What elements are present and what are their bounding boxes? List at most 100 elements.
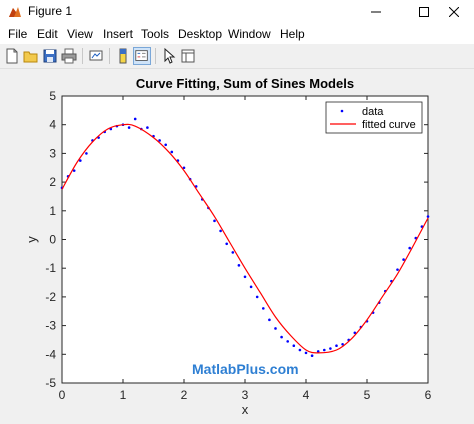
property-inspector-icon[interactable] <box>179 47 197 65</box>
data-point <box>72 169 76 172</box>
toolbar-separator <box>82 48 83 64</box>
y-tick-label: 4 <box>49 118 56 132</box>
new-figure-icon[interactable] <box>3 47 21 65</box>
window-title: Figure 1 <box>28 4 73 18</box>
data-point <box>329 347 332 350</box>
data-point <box>158 139 161 142</box>
data-point <box>213 219 216 223</box>
data-point <box>341 342 344 346</box>
open-file-icon[interactable] <box>22 47 40 65</box>
data-point <box>255 295 259 299</box>
legend-entry-fitted-curve: fitted curve <box>362 119 416 131</box>
legend[interactable]: data fitted curve <box>325 101 423 134</box>
menu-edit[interactable]: Edit <box>37 27 58 41</box>
y-tick-label: -4 <box>45 347 56 361</box>
data-point <box>79 159 82 162</box>
y-tick-label: 3 <box>49 146 56 160</box>
data-point <box>396 268 399 271</box>
data-point <box>219 229 222 233</box>
data-point <box>323 348 326 352</box>
toolbar-separator <box>109 48 110 64</box>
print-icon[interactable] <box>60 47 78 65</box>
menu-bar: File Edit View Insert Tools Desktop Wind… <box>0 24 474 44</box>
data-point <box>133 117 137 121</box>
data-point <box>225 242 228 246</box>
data-point <box>262 307 265 310</box>
data-point <box>310 354 314 358</box>
menu-view[interactable]: View <box>67 27 93 41</box>
y-tick-label: -5 <box>45 376 56 390</box>
plot-svg: Curve Fitting, Sum of Sines Models 0 1 2 3 4… <box>24 76 432 417</box>
menu-desktop[interactable]: Desktop <box>178 27 223 41</box>
minimize-button[interactable] <box>356 0 396 24</box>
legend-box <box>325 101 423 134</box>
data-series <box>60 117 430 358</box>
x-tick-label: 0 <box>59 388 66 402</box>
data-point <box>286 340 290 343</box>
link-plot-icon[interactable] <box>87 47 105 65</box>
insert-colorbar-icon[interactable] <box>114 47 132 65</box>
data-point <box>170 150 174 154</box>
menu-window[interactable]: Window <box>228 27 271 41</box>
insert-legend-icon[interactable] <box>133 47 151 65</box>
data-point <box>85 152 88 155</box>
data-point <box>292 344 296 347</box>
data-point <box>353 331 357 335</box>
menu-help[interactable]: Help <box>280 27 305 41</box>
data-point <box>426 215 430 218</box>
data-point <box>268 318 271 322</box>
figure-toolbar <box>0 44 474 69</box>
data-point <box>316 350 320 353</box>
watermark-text: MatlabPlus.com <box>192 361 299 377</box>
data-point <box>243 275 247 279</box>
data-point <box>146 126 149 129</box>
data-point <box>402 258 405 261</box>
menu-file[interactable]: File <box>8 27 28 41</box>
minimize-icon <box>371 11 381 13</box>
data-point <box>280 335 283 339</box>
data-point <box>304 351 308 355</box>
axes-box <box>61 95 429 384</box>
toolbar-separator <box>155 48 156 64</box>
menu-insert[interactable]: Insert <box>103 27 134 41</box>
data-point <box>408 246 412 250</box>
x-axis: 0 1 2 3 4 5 6 <box>59 96 432 402</box>
matlab-figure-icon <box>9 7 21 17</box>
data-point <box>182 166 186 170</box>
y-tick-label: 5 <box>49 89 56 103</box>
data-point <box>274 327 277 330</box>
y-tick-label: 2 <box>49 175 56 189</box>
data-point <box>249 285 253 289</box>
y-tick-label: -2 <box>45 290 56 304</box>
x-tick-label: 4 <box>303 388 310 402</box>
y-tick-label: 0 <box>49 233 56 247</box>
fitted-curve-line <box>61 123 429 354</box>
y-tick-label: -1 <box>45 261 56 275</box>
data-point <box>164 143 167 147</box>
legend-entry-data: data <box>362 106 384 118</box>
maximize-icon <box>419 7 429 17</box>
data-point <box>335 344 338 347</box>
figure-canvas: Curve Fitting, Sum of Sines Models 0 1 2 3 4… <box>0 69 474 424</box>
y-tick-label: -3 <box>45 319 56 333</box>
x-axis-label: x <box>242 402 249 417</box>
legend-data-marker <box>340 109 344 113</box>
x-tick-label: 2 <box>181 388 188 402</box>
data-point <box>231 251 235 254</box>
chart-title: Curve Fitting, Sum of Sines Models <box>136 76 354 91</box>
y-axis: -5 -4 -3 -2 -1 0 1 2 3 4 5 <box>45 89 428 390</box>
y-tick-label: 1 <box>49 204 56 218</box>
x-tick-label: 5 <box>364 388 371 402</box>
maximize-button[interactable] <box>404 0 444 24</box>
close-button[interactable] <box>434 0 474 24</box>
edit-plot-icon[interactable] <box>160 47 178 65</box>
data-point <box>298 348 302 352</box>
close-icon <box>449 7 459 17</box>
y-axis-label: y <box>24 236 39 243</box>
data-point <box>237 264 241 267</box>
save-icon[interactable] <box>41 47 59 65</box>
menu-tools[interactable]: Tools <box>141 27 170 41</box>
title-bar: Figure 1 <box>0 0 474 24</box>
x-tick-label: 6 <box>425 388 432 402</box>
x-tick-label: 3 <box>242 388 249 402</box>
